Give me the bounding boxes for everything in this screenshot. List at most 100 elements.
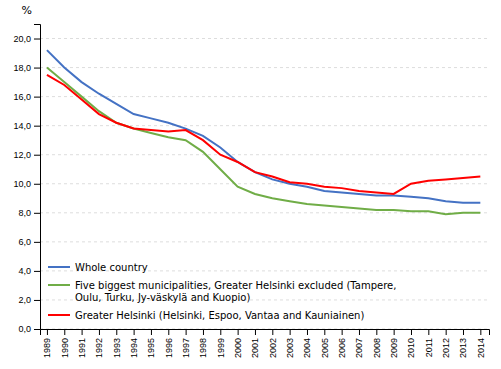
y-tick-label: 18,0	[13, 63, 31, 73]
y-tick: 18,0	[13, 63, 40, 73]
x-tick-label: 2001	[250, 338, 260, 358]
x-tick: 2003	[285, 329, 295, 358]
x-tick-label: 1995	[146, 338, 156, 358]
y-tick: 2,0	[18, 295, 40, 305]
x-tick: 1999	[216, 329, 226, 358]
x-tick-mark	[394, 329, 395, 335]
x-tick-label: 2006	[337, 338, 347, 358]
x-tick-mark	[64, 329, 65, 335]
x-tick-label: 2000	[233, 338, 243, 358]
y-tick-label: 10,0	[13, 179, 31, 189]
y-tick-mark	[34, 213, 40, 214]
y-tick: 20,0	[13, 34, 40, 44]
x-tick-mark	[342, 329, 343, 335]
legend-item: Greater Helsinki (Helsinki, Espoo, Vanta…	[48, 310, 364, 321]
y-tick-mark	[34, 97, 40, 98]
x-tick: 1993	[112, 329, 122, 358]
y-tick-mark	[34, 242, 40, 243]
x-tick-label: 2013	[458, 338, 468, 358]
legend-swatch	[48, 284, 70, 286]
y-tick-label: 16,0	[13, 92, 31, 102]
x-tick-mark	[134, 329, 135, 335]
x-tick-mark	[463, 329, 464, 335]
x-tick-mark	[220, 329, 221, 335]
grid-line	[40, 241, 489, 242]
grid-line	[40, 154, 489, 155]
x-tick-label: 2008	[372, 338, 382, 358]
x-tick-mark	[359, 329, 360, 335]
x-tick-mark	[290, 329, 291, 335]
x-tick-mark	[82, 329, 83, 335]
legend-item: Whole country	[48, 262, 148, 273]
x-tick-mark	[411, 329, 412, 335]
grid-line	[40, 183, 489, 184]
x-tick: 2009	[389, 329, 399, 358]
legend-swatch	[48, 266, 70, 268]
x-tick: 2006	[337, 329, 347, 358]
x-tick-label: 1990	[60, 338, 70, 358]
x-tick-mark	[168, 329, 169, 335]
x-tick-label: 1996	[164, 338, 174, 358]
x-tick-mark	[203, 329, 204, 335]
y-tick-label: 14,0	[13, 121, 31, 131]
x-tick: 1997	[181, 329, 191, 358]
y-tick-mark	[34, 329, 40, 330]
x-tick: 2014	[476, 329, 486, 358]
y-tick-mark	[34, 155, 40, 156]
x-tick: 1990	[60, 329, 70, 358]
x-tick-label: 1991	[77, 338, 87, 358]
x-tick-label: 1989	[42, 338, 52, 358]
y-tick: 10,0	[13, 179, 40, 189]
x-tick-mark	[480, 329, 481, 335]
x-tick: 2000	[233, 329, 243, 358]
grid-line	[40, 125, 489, 126]
grid-line	[40, 212, 489, 213]
x-tick: 2005	[320, 329, 330, 358]
x-tick-mark	[376, 329, 377, 335]
y-tick-mark	[34, 271, 40, 272]
y-tick-label: 0,0	[18, 324, 31, 334]
y-tick-mark	[34, 68, 40, 69]
x-tick-mark	[428, 329, 429, 335]
chart: 1989199019911992199319941995199619971998…	[0, 0, 501, 369]
x-tick-mark	[272, 329, 273, 335]
x-tick: 1996	[164, 329, 174, 358]
grid	[40, 39, 489, 329]
x-tick: 2004	[302, 329, 312, 358]
legend-swatch	[48, 314, 70, 316]
x-tick-label: 1997	[181, 338, 191, 358]
y-axis: 0,02,04,06,08,010,012,014,016,018,020,0	[13, 25, 40, 335]
legend: Whole countryFive biggest municipalities…	[48, 262, 396, 321]
x-tick: 2013	[458, 329, 468, 358]
series-line	[47, 75, 480, 194]
series-group	[47, 50, 480, 214]
x-tick-mark	[255, 329, 256, 335]
y-tick: 8,0	[18, 208, 40, 218]
x-tick-mark	[238, 329, 239, 335]
series-line	[47, 50, 480, 203]
x-axis: 1989199019911992199319941995199619971998…	[41, 329, 490, 358]
plot-area: 1989199019911992199319941995199619971998…	[13, 4, 489, 358]
y-tick-label: 6,0	[18, 237, 31, 247]
x-tick-mark	[151, 329, 152, 335]
y-tick-label: 8,0	[18, 208, 31, 218]
y-axis-line	[34, 25, 41, 330]
y-tick: 4,0	[18, 266, 40, 276]
x-tick-label: 1994	[129, 338, 139, 358]
x-tick: 2010	[406, 329, 416, 358]
x-tick-label: 2010	[406, 338, 416, 358]
x-tick: 1989	[42, 329, 52, 358]
x-tick-label: 2011	[424, 338, 434, 357]
y-tick-label: 2,0	[18, 295, 31, 305]
x-tick: 1991	[77, 329, 87, 358]
x-tick: 2007	[354, 329, 364, 358]
grid-line	[40, 96, 489, 97]
legend-label: Greater Helsinki (Helsinki, Espoo, Vanta…	[75, 310, 364, 321]
y-tick: 6,0	[18, 237, 40, 247]
x-tick: 2001	[250, 329, 260, 358]
x-tick: 2002	[268, 329, 278, 358]
x-tick: 2011	[424, 329, 434, 357]
x-tick: 1995	[146, 329, 156, 358]
x-tick-label: 2009	[389, 338, 399, 358]
y-tick: 16,0	[13, 92, 40, 102]
